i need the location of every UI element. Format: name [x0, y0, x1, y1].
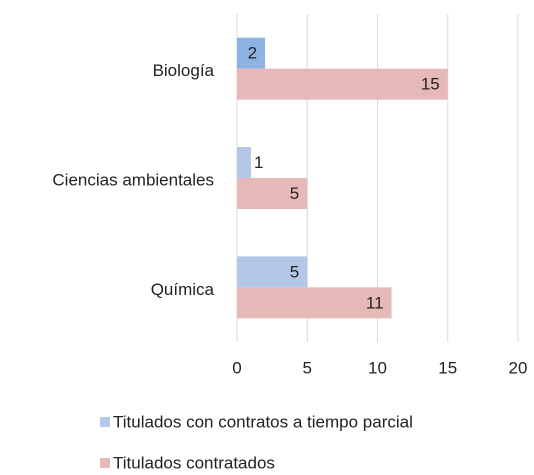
- bar: [237, 37, 266, 69]
- x-tick-label: 20: [509, 358, 528, 377]
- bar: [237, 178, 308, 209]
- category-label: Biología: [153, 61, 215, 80]
- category-label: Ciencias ambientales: [52, 170, 214, 189]
- x-tick-label: 5: [303, 358, 312, 377]
- data-label: 11: [366, 293, 384, 312]
- legend-swatch: [100, 458, 110, 468]
- data-label: 15: [421, 75, 440, 94]
- data-label: 1: [254, 153, 263, 172]
- data-label: 5: [290, 184, 299, 203]
- bar: [237, 68, 448, 100]
- category-label: Química: [151, 280, 215, 299]
- bar: [237, 287, 392, 319]
- bar: [237, 256, 308, 288]
- x-tick-label: 15: [438, 358, 457, 377]
- x-tick-label: 10: [368, 358, 387, 377]
- data-label: 2: [248, 44, 257, 63]
- x-tick-label: 0: [232, 358, 241, 377]
- legend-swatch: [100, 417, 110, 427]
- bar: [237, 147, 252, 178]
- data-label: 5: [290, 262, 299, 281]
- legend-label: Titulados contratados: [113, 453, 275, 472]
- legend-label: Titulados con contratos a tiempo parcial: [113, 412, 413, 431]
